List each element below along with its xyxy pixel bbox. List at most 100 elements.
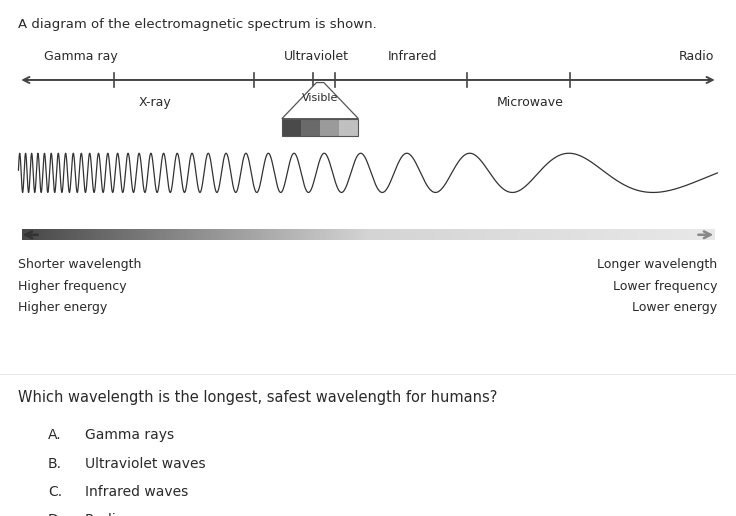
Bar [22, 229, 24, 240]
Bar [620, 229, 623, 240]
Bar [145, 229, 147, 240]
Bar [90, 229, 92, 240]
Bar [541, 229, 543, 240]
Bar [86, 229, 88, 240]
Bar [548, 229, 551, 240]
Bar [190, 229, 192, 240]
Bar [532, 229, 535, 240]
Bar [52, 229, 54, 240]
Bar [162, 229, 165, 240]
Bar [27, 229, 29, 240]
Bar [655, 229, 657, 240]
Bar [669, 229, 671, 240]
Text: Radio: Radio [679, 51, 714, 63]
Bar [181, 229, 184, 240]
Bar [542, 229, 545, 240]
Bar [26, 229, 28, 240]
Bar [210, 229, 213, 240]
Bar [149, 229, 151, 240]
Bar [489, 229, 492, 240]
Bar [668, 229, 670, 240]
Bar [122, 229, 125, 240]
Bar [359, 229, 362, 240]
Bar [364, 229, 367, 240]
Bar [311, 229, 314, 240]
Bar [301, 119, 320, 136]
Bar [235, 229, 237, 240]
Bar [157, 229, 160, 240]
Bar [221, 229, 224, 240]
Bar [439, 229, 442, 240]
Bar [556, 229, 559, 240]
Bar [240, 229, 242, 240]
Bar [373, 229, 375, 240]
Bar [676, 229, 679, 240]
Bar [135, 229, 137, 240]
Bar [698, 229, 701, 240]
Bar [280, 229, 282, 240]
Bar [495, 229, 497, 240]
Bar [109, 229, 111, 240]
Bar [131, 229, 133, 240]
Bar [399, 229, 402, 240]
Bar [207, 229, 210, 240]
Bar [627, 229, 630, 240]
Bar [481, 229, 483, 240]
Bar [294, 229, 296, 240]
Bar [523, 229, 526, 240]
Bar [282, 119, 301, 136]
Bar [389, 229, 392, 240]
Bar [337, 229, 339, 240]
Bar [339, 119, 358, 136]
Bar [411, 229, 414, 240]
Bar [363, 229, 365, 240]
Bar [409, 229, 412, 240]
Bar [629, 229, 631, 240]
Bar [707, 229, 710, 240]
Bar [367, 229, 369, 240]
Bar [71, 229, 73, 240]
Bar [117, 229, 120, 240]
Bar [276, 229, 279, 240]
Bar [327, 229, 329, 240]
Bar [526, 229, 528, 240]
Bar [506, 229, 509, 240]
Bar [500, 229, 502, 240]
Bar [63, 229, 66, 240]
Bar [304, 229, 306, 240]
Bar [617, 229, 620, 240]
Bar [283, 229, 286, 240]
Bar [614, 229, 616, 240]
Bar [308, 229, 310, 240]
Bar [57, 229, 59, 240]
Bar [126, 229, 128, 240]
Bar [520, 229, 523, 240]
Bar [442, 229, 445, 240]
Bar [169, 229, 171, 240]
Bar [446, 229, 448, 240]
Bar [482, 229, 484, 240]
Bar [231, 229, 234, 240]
Bar [124, 229, 127, 240]
Bar [116, 229, 118, 240]
Bar [645, 229, 647, 240]
Bar [584, 229, 587, 240]
Bar [140, 229, 142, 240]
Bar [659, 229, 661, 240]
Bar [160, 229, 163, 240]
Bar [678, 229, 680, 240]
Text: A diagram of the electromagnetic spectrum is shown.: A diagram of the electromagnetic spectru… [18, 18, 377, 31]
Bar [263, 229, 265, 240]
Bar [492, 229, 495, 240]
Bar [537, 229, 540, 240]
Bar [180, 229, 182, 240]
Text: C.: C. [48, 485, 62, 499]
Bar [513, 229, 516, 240]
Text: Visible: Visible [302, 93, 339, 103]
Bar [194, 229, 196, 240]
Bar [345, 229, 348, 240]
Bar [96, 229, 99, 240]
Bar [172, 229, 175, 240]
Bar [297, 229, 300, 240]
Bar [418, 229, 421, 240]
